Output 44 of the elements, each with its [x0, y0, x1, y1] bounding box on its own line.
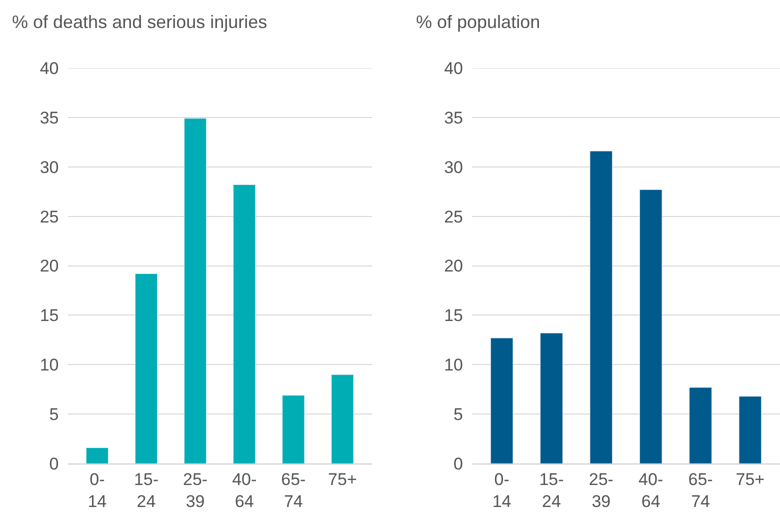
y-tick-label: 35: [40, 108, 59, 128]
bar: [134, 273, 158, 464]
x-tick-label: 75+: [328, 470, 357, 489]
y-tick-label: 0: [49, 454, 59, 474]
y-tick-label: 0: [454, 454, 463, 474]
x-tick-label: 75+: [736, 470, 765, 489]
x-tick-label: 25- 39: [588, 470, 614, 512]
y-tick-label: 30: [444, 158, 463, 177]
bar: [490, 338, 514, 464]
y-tick-label: 40: [444, 58, 463, 78]
bar: [639, 189, 662, 464]
x-tick-label: 0- 14: [88, 470, 107, 512]
bar: [689, 387, 712, 464]
y-tick-label: 10: [444, 356, 463, 375]
y-tick-label: 25: [444, 207, 463, 226]
x-tick-label: 65- 74: [688, 470, 713, 512]
y-tick-label: 15: [40, 306, 59, 326]
y-tick-label: 20: [444, 256, 463, 276]
y-tick-label: 10: [40, 356, 59, 375]
y-tick-label: 40: [40, 58, 59, 78]
bar: [540, 332, 563, 464]
y-tick-label: 20: [40, 256, 59, 276]
chart-title: % of population: [416, 12, 540, 32]
x-tick-label: 40- 64: [638, 470, 664, 512]
x-tick-label: 15- 24: [539, 470, 564, 512]
bar: [233, 184, 256, 464]
bar: [86, 448, 108, 464]
bar: [331, 374, 354, 464]
x-tick-label: 40- 64: [232, 470, 257, 512]
x-tick-label: 0- 14: [492, 470, 512, 512]
x-tick-label: 65- 74: [281, 470, 306, 512]
y-tick-label: 25: [40, 207, 59, 226]
y-tick-label: 30: [40, 158, 59, 177]
y-tick-label: 35: [444, 108, 463, 128]
chart-title: % of deaths and serious injuries: [12, 12, 268, 32]
y-tick-label: 15: [444, 306, 463, 326]
x-tick-label: 15- 24: [134, 470, 159, 512]
bar: [184, 118, 207, 464]
bar: [282, 395, 305, 464]
x-tick-label: 25- 39: [183, 470, 208, 512]
bar: [590, 150, 613, 464]
y-tick-label: 5: [454, 405, 463, 424]
bar: [738, 396, 762, 464]
y-tick-label: 5: [49, 405, 59, 424]
